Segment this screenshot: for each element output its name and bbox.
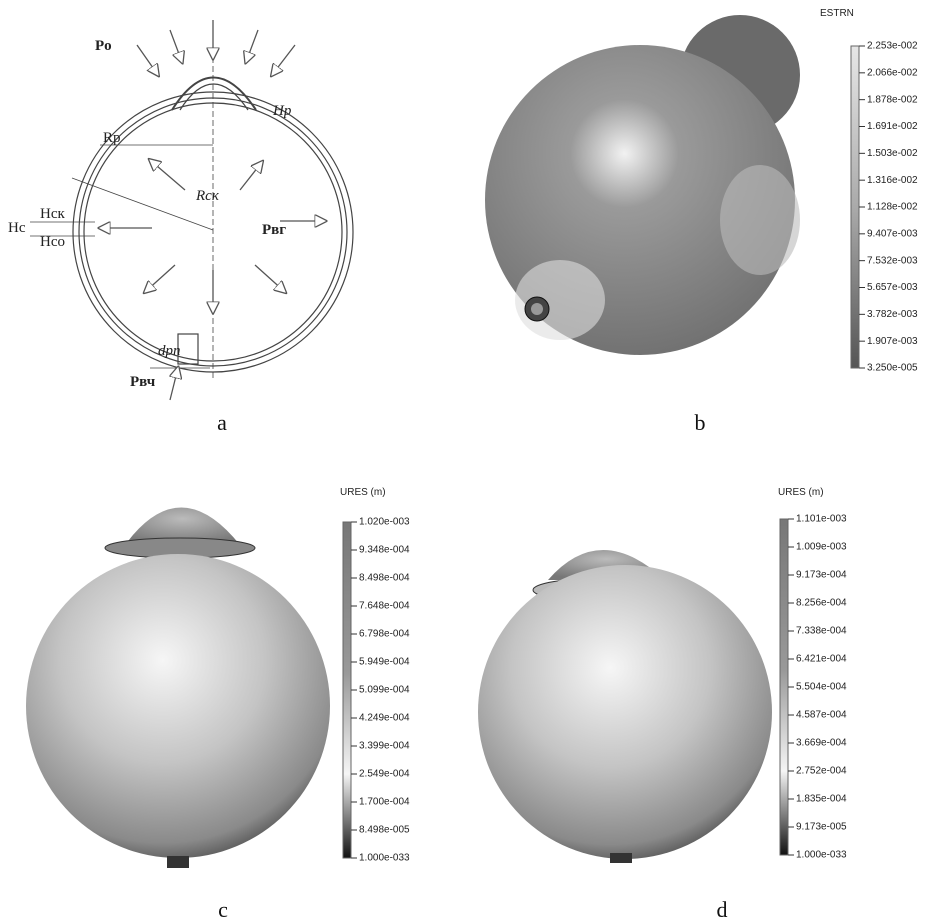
- diagram-a: [30, 30, 353, 380]
- legend-tick-label: 3.250e-005: [867, 363, 918, 374]
- caption: a: [217, 410, 227, 435]
- label: dрп: [158, 343, 181, 359]
- caption: b: [695, 410, 706, 435]
- legend-tick-label: 8.498e-005: [359, 825, 410, 836]
- label: Hc: [8, 220, 26, 236]
- label: Pвч: [130, 374, 156, 390]
- legend-tick-label: 1.009e-003: [796, 542, 847, 553]
- label: Hск: [40, 206, 65, 222]
- legend-tick-label: 2.253e-002: [867, 41, 918, 52]
- legend-tick-label: 7.532e-003: [867, 255, 918, 266]
- diagram-labels: Po Hp Rp Rск Hск Hc Hсо Pвг dрп Pвч: [8, 38, 292, 390]
- figure: Po Hp Rp Rск Hск Hc Hсо Pвг dрп Pвч ESTR…: [0, 0, 934, 924]
- label: Po: [95, 38, 112, 54]
- legend-tick-label: 8.256e-004: [796, 598, 847, 609]
- caption: c: [218, 897, 228, 922]
- legend-tick-label: 5.099e-004: [359, 685, 410, 696]
- model-c: [26, 508, 330, 869]
- legend-tick-label: 1.835e-004: [796, 794, 847, 805]
- color-bar: [851, 46, 859, 368]
- label: Pвг: [262, 222, 286, 238]
- model-d: [478, 550, 772, 863]
- legend-tick-label: 1.907e-003: [867, 336, 918, 347]
- legend-title: URES (m): [340, 487, 386, 498]
- legend-tick-label: 3.782e-003: [867, 309, 918, 320]
- legend-tick-label: 4.587e-004: [796, 710, 847, 721]
- legend-tick-label: 1.000e-033: [359, 853, 410, 864]
- label: Rp: [103, 130, 121, 146]
- legend-tick-label: 6.421e-004: [796, 654, 847, 665]
- legend-tick-label: 9.348e-004: [359, 545, 410, 556]
- color-bar: [343, 522, 351, 858]
- caption: d: [717, 897, 728, 922]
- legend-tick-label: 9.173e-005: [796, 822, 847, 833]
- legend-tick-label: 8.498e-004: [359, 573, 410, 584]
- legend-tick-label: 3.669e-004: [796, 738, 847, 749]
- label: Hсо: [40, 234, 65, 250]
- legend-tick-label: 3.399e-004: [359, 741, 410, 752]
- legend-tick-label: 4.249e-004: [359, 713, 410, 724]
- legend-title: ESTRN: [820, 8, 854, 19]
- legend-title: URES (m): [778, 487, 824, 498]
- label: Hp: [272, 103, 292, 119]
- legend-tick-label: 2.752e-004: [796, 766, 847, 777]
- legend-tick-label: 1.000e-033: [796, 850, 847, 861]
- legend-tick-label: 9.407e-003: [867, 228, 918, 239]
- legend-tick-label: 7.648e-004: [359, 601, 410, 612]
- legend-tick-label: 5.657e-003: [867, 282, 918, 293]
- legend-tick-label: 1.700e-004: [359, 797, 410, 808]
- legend-tick-label: 1.020e-003: [359, 517, 410, 528]
- legend-tick-label: 1.503e-002: [867, 148, 918, 159]
- legend-tick-label: 2.549e-004: [359, 769, 410, 780]
- color-bar: [780, 519, 788, 855]
- legend-tick-label: 5.504e-004: [796, 682, 847, 693]
- legend-tick-label: 1.128e-002: [867, 202, 918, 213]
- legend-tick-label: 1.878e-002: [867, 94, 918, 105]
- model-b: [485, 15, 800, 355]
- legend-tick-label: 5.949e-004: [359, 657, 410, 668]
- legend-tick-label: 7.338e-004: [796, 626, 847, 637]
- legend-tick-label: 1.316e-002: [867, 175, 918, 186]
- legend-tick-label: 1.691e-002: [867, 121, 918, 132]
- legend-tick-label: 9.173e-004: [796, 570, 847, 581]
- legend-tick-label: 6.798e-004: [359, 629, 410, 640]
- legend-tick-label: 2.066e-002: [867, 67, 918, 78]
- legend-tick-label: 1.101e-003: [796, 514, 847, 525]
- label: Rск: [195, 188, 220, 204]
